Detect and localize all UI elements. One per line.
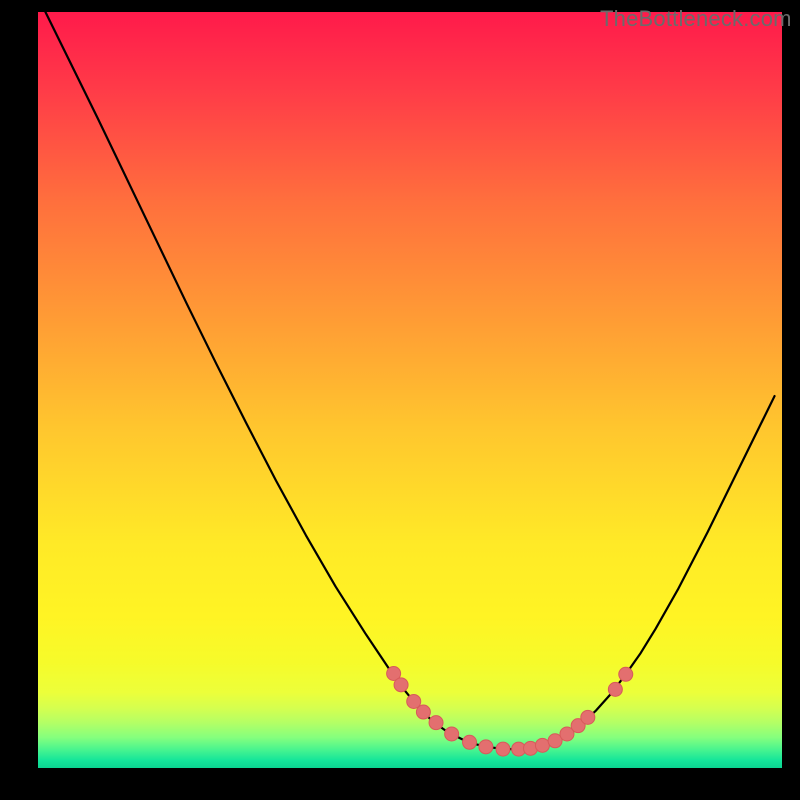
- curve-marker: [479, 740, 493, 754]
- curve-marker: [535, 738, 549, 752]
- curve-marker: [429, 716, 443, 730]
- curve-marker: [581, 710, 595, 724]
- watermark-text: TheBottleneck.com: [600, 6, 792, 32]
- chart-container: [38, 12, 782, 768]
- curve-marker: [416, 705, 430, 719]
- curve-marker: [463, 735, 477, 749]
- curve-marker: [608, 682, 622, 696]
- curve-marker: [619, 667, 633, 681]
- gradient-background: [38, 12, 782, 768]
- curve-marker: [394, 678, 408, 692]
- curve-marker: [496, 742, 510, 756]
- bottleneck-curve-chart: [38, 12, 782, 768]
- curve-marker: [445, 727, 459, 741]
